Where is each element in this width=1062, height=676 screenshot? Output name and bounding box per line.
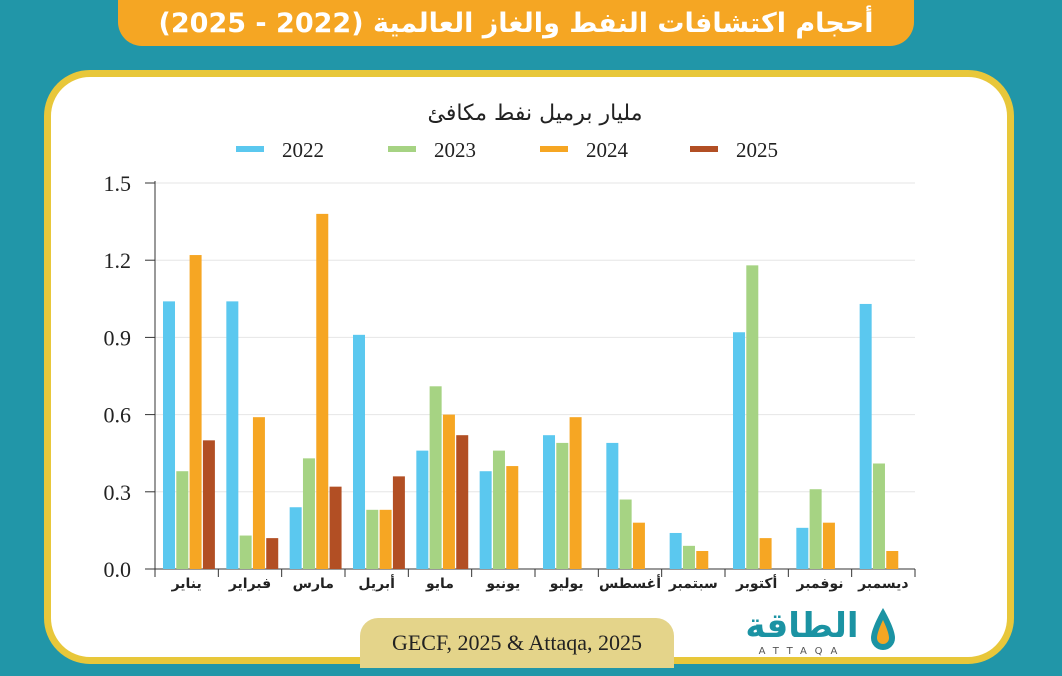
source-text: GECF, 2025 & Attaqa, 2025 xyxy=(391,630,642,655)
x-tick-label: فبراير xyxy=(228,576,271,592)
bar-2022 xyxy=(669,532,682,569)
bar-2025 xyxy=(392,476,405,569)
bar-2024 xyxy=(632,522,645,569)
legend-swatch-2024 xyxy=(540,146,568,152)
logo-subtext: ATTAQA xyxy=(758,646,846,657)
logo-text: الطاقة xyxy=(745,606,859,646)
legend-swatch-2025 xyxy=(690,146,718,152)
bar-2024 xyxy=(696,550,709,569)
x-tick-label: يناير xyxy=(171,576,202,592)
bar-2024 xyxy=(506,466,519,569)
legend-swatch-2023 xyxy=(388,146,416,152)
bar-2024 xyxy=(442,414,455,569)
bar-2023 xyxy=(239,535,252,569)
legend-label-2024: 2024 xyxy=(586,138,629,162)
drop-icon xyxy=(871,608,895,650)
bar-2024 xyxy=(822,522,835,569)
bar-2022 xyxy=(796,527,809,569)
x-tick-label: ديسمبر xyxy=(857,576,909,592)
x-tick-label: نوفمبر xyxy=(795,576,843,592)
bar-2023 xyxy=(429,386,442,569)
bar-2022 xyxy=(289,507,302,569)
x-tick-label: مايو xyxy=(425,576,454,592)
y-tick-label: 0.3 xyxy=(104,480,132,505)
y-tick-label: 0.0 xyxy=(104,557,132,582)
bar-2022 xyxy=(479,471,492,569)
bar-2022 xyxy=(543,435,555,569)
bar-2023 xyxy=(176,471,189,569)
bar-2022 xyxy=(606,442,619,569)
x-tick-label: أكتوبر xyxy=(735,574,777,592)
bar-2023 xyxy=(556,442,569,569)
bar-2025 xyxy=(329,486,342,569)
bar-2024 xyxy=(759,538,772,569)
bar-2024 xyxy=(189,255,202,569)
bar-2022 xyxy=(859,303,872,569)
x-tick-label: أغسطس xyxy=(599,574,661,592)
bar-2024 xyxy=(886,550,899,569)
x-tick-label: يونيو xyxy=(485,576,520,592)
bar-2023 xyxy=(809,489,822,569)
x-tick-label: سبتمبر xyxy=(668,576,718,592)
x-tick-label: مارس xyxy=(293,576,334,592)
page-title: أحجام اكتشافات النفط والغاز العالمية (20… xyxy=(158,7,874,39)
legend-label-2023: 2023 xyxy=(434,138,476,162)
attaqa-logo: الطاقة ATTAQA xyxy=(732,604,902,664)
bar-2022 xyxy=(416,450,429,569)
x-tick-label: يوليو xyxy=(549,576,584,592)
bar-2022 xyxy=(163,301,175,569)
bar-2023 xyxy=(746,265,759,569)
y-tick-label: 1.2 xyxy=(104,248,132,273)
legend-swatch-2022 xyxy=(236,146,264,152)
y-tick-label: 0.6 xyxy=(104,403,132,428)
chart-title: مليار برميل نفط مكافئ xyxy=(428,101,643,126)
title-banner: أحجام اكتشافات النفط والغاز العالمية (20… xyxy=(118,0,914,46)
bar-2025 xyxy=(266,538,279,569)
bar-2023 xyxy=(492,450,505,569)
bar-2022 xyxy=(226,301,239,569)
bar-2025 xyxy=(456,435,469,569)
bar-2025 xyxy=(202,440,215,569)
bar-2022 xyxy=(733,332,745,569)
legend-label-2022: 2022 xyxy=(282,138,324,162)
source-box: GECF, 2025 & Attaqa, 2025 xyxy=(360,618,674,668)
bar-2024 xyxy=(252,417,265,569)
y-tick-label: 0.9 xyxy=(104,325,132,350)
bar-2023 xyxy=(872,463,885,569)
bar-2024 xyxy=(316,213,329,569)
bar-2024 xyxy=(379,509,392,569)
y-tick-label: 1.5 xyxy=(104,171,132,196)
bar-2022 xyxy=(353,334,365,569)
bar-2023 xyxy=(682,545,695,569)
legend-label-2025: 2025 xyxy=(736,138,778,162)
x-tick-label: أبريل xyxy=(358,574,395,592)
bar-2024 xyxy=(569,417,582,569)
bar-2023 xyxy=(302,458,315,569)
bar-2023 xyxy=(619,499,632,569)
bar-2023 xyxy=(366,509,379,569)
